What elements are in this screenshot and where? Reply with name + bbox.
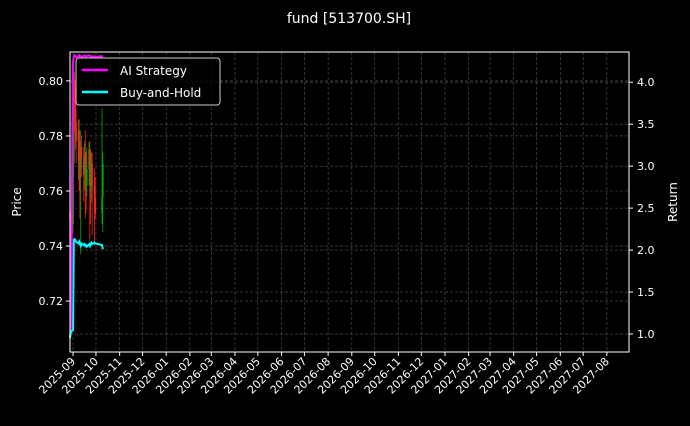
y-tick-label-left: 0.72 bbox=[39, 295, 64, 308]
candle-body bbox=[89, 149, 91, 164]
y-axis-left: 0.72 0.74 0.76 0.78 0.80 bbox=[39, 75, 70, 308]
candle-body bbox=[91, 163, 93, 186]
candle-body bbox=[94, 196, 97, 214]
candle-body bbox=[93, 185, 96, 197]
candle-body bbox=[84, 152, 87, 164]
y-tick-label-right: 4.0 bbox=[637, 76, 655, 89]
candle-body bbox=[102, 163, 104, 197]
candlesticks bbox=[69, 64, 104, 255]
candle-body bbox=[80, 146, 83, 158]
y-label-left: Price bbox=[10, 187, 24, 216]
y-tick-label-right: 3.0 bbox=[637, 160, 655, 173]
series-line-ai-strategy bbox=[69, 53, 104, 337]
candle-body bbox=[72, 163, 74, 225]
candle-body bbox=[75, 122, 77, 142]
candle-body bbox=[78, 130, 80, 161]
legend-label-buy-and-hold: Buy-and-Hold bbox=[120, 86, 201, 100]
series-line-buy-and-hold bbox=[69, 237, 104, 339]
plot-frame bbox=[69, 51, 630, 353]
y-tick-label-left: 0.76 bbox=[39, 185, 64, 198]
y-tick-label-right: 1.0 bbox=[637, 328, 655, 341]
legend: AI Strategy Buy-and-Hold bbox=[75, 57, 221, 106]
y-tick-label-left: 0.78 bbox=[39, 130, 64, 143]
y-tick-label-right: 2.0 bbox=[637, 244, 655, 257]
y-tick-label-right: 3.5 bbox=[637, 118, 655, 131]
y-axis-right: 1.0 1.5 2.0 2.5 3.0 3.5 4.0 bbox=[629, 76, 655, 341]
legend-box bbox=[75, 57, 221, 106]
candle-body bbox=[74, 102, 77, 123]
return-lines bbox=[69, 53, 104, 339]
candle-body bbox=[86, 168, 88, 186]
candle-body bbox=[73, 80, 76, 103]
y-tick-label-right: 1.5 bbox=[637, 286, 655, 299]
chart-title: fund [513700.SH] bbox=[287, 11, 411, 27]
y-tick-label-left: 0.74 bbox=[39, 240, 64, 253]
y-tick-label-right: 2.5 bbox=[637, 202, 655, 215]
y-label-right: Return bbox=[666, 182, 680, 222]
candle-body bbox=[101, 196, 103, 214]
legend-label-ai-strategy: AI Strategy bbox=[120, 64, 187, 78]
candle-body bbox=[73, 80, 75, 164]
y-tick-label-left: 0.80 bbox=[39, 75, 64, 88]
